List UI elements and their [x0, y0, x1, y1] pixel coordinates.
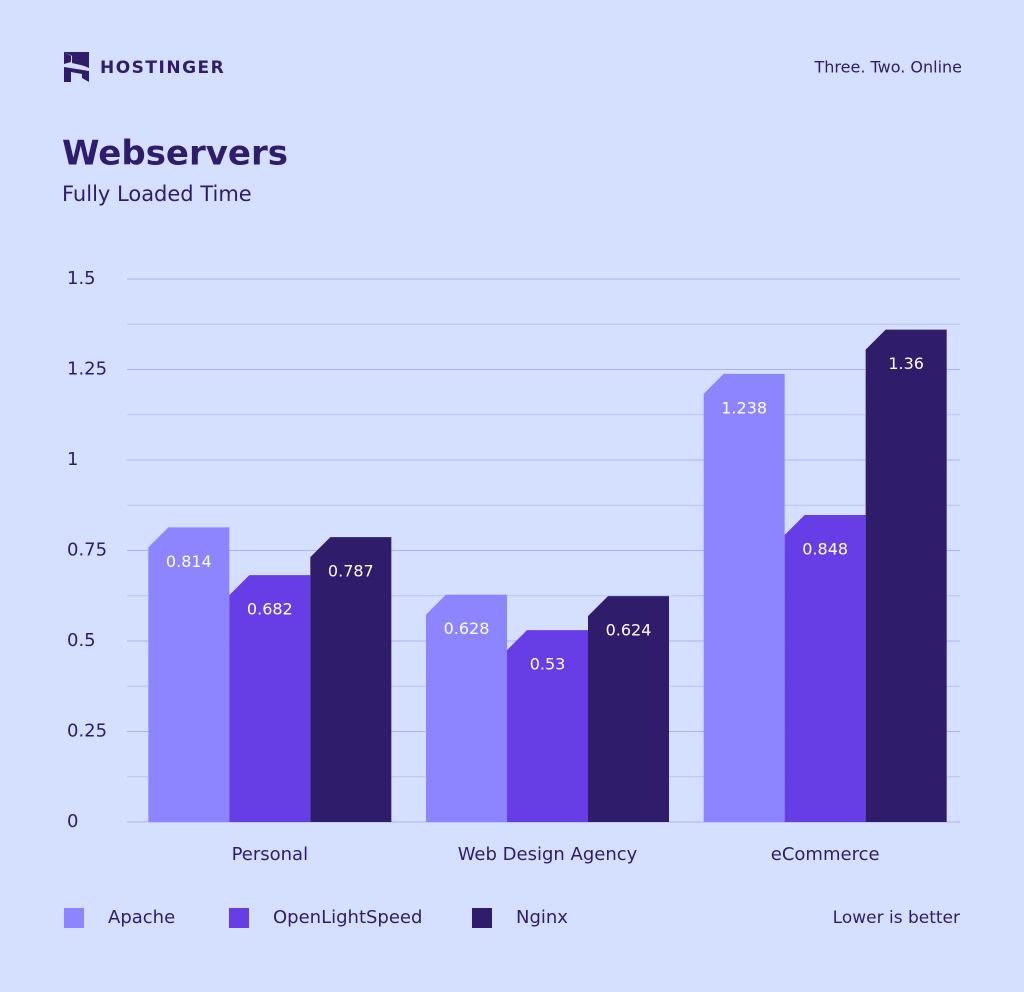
value-label: 0.624: [606, 621, 652, 640]
note: Lower is better: [833, 908, 960, 928]
value-label: 1.238: [721, 398, 767, 417]
bar: [229, 575, 311, 822]
bar: [703, 373, 785, 822]
bar: [310, 537, 392, 822]
chart-title: Webservers: [62, 134, 288, 174]
value-label: 0.53: [530, 655, 566, 674]
legend-label: Nginx: [516, 907, 568, 928]
x-tick-label: eCommerce: [771, 844, 880, 865]
value-label: 0.787: [328, 562, 374, 581]
bar: [426, 594, 507, 822]
bar: [148, 527, 230, 822]
y-tick-label: 0: [67, 811, 78, 832]
legend-label: Apache: [108, 907, 175, 928]
legend-swatch: [229, 908, 249, 928]
value-label: 1.36: [888, 354, 924, 373]
brand: HOSTINGER: [100, 58, 225, 78]
bar: [784, 515, 866, 822]
value-label: 0.682: [247, 600, 293, 619]
bar: [588, 596, 669, 822]
y-tick-label: 0.5: [67, 630, 96, 651]
x-tick-label: Web Design Agency: [458, 844, 638, 865]
value-label: 0.628: [444, 619, 490, 638]
chart-subtitle: Fully Loaded Time: [62, 182, 252, 206]
y-tick-label: 1.5: [67, 268, 96, 289]
logo-mark: [64, 52, 89, 82]
legend-label: OpenLightSpeed: [273, 907, 422, 928]
legend-swatch: [472, 908, 492, 928]
value-label: 0.848: [802, 540, 848, 559]
tagline: Three. Two. Online: [814, 58, 963, 77]
y-tick-label: 1: [67, 449, 78, 470]
value-label: 0.814: [166, 552, 212, 571]
bar: [507, 630, 588, 822]
y-tick-label: 1.25: [67, 359, 107, 380]
legend-swatch: [64, 908, 84, 928]
x-tick-label: Personal: [232, 844, 309, 865]
bar: [865, 329, 947, 822]
y-tick-label: 0.25: [67, 721, 107, 742]
y-tick-label: 0.75: [67, 540, 107, 561]
